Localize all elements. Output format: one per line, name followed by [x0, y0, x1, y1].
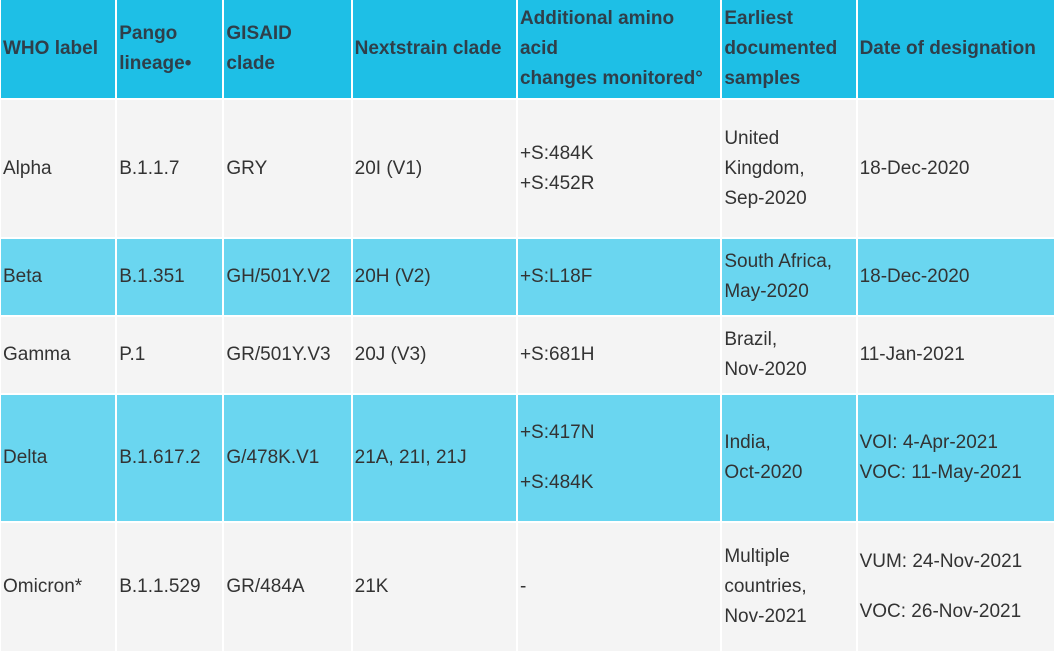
- gisaid-cell: GR/484A: [224, 523, 351, 651]
- table-row-alpha: Alpha B.1.1.7 GRY 20I (V1) +S:484K +S:45…: [1, 100, 1054, 237]
- header-nextstrain-clade: Nextstrain clade: [352, 0, 516, 98]
- header-who-label: WHO label: [1, 0, 116, 98]
- table-row-delta: Delta B.1.617.2 G/478K.V1 21A, 21I, 21J …: [1, 395, 1054, 521]
- amino-acid-cell: +S:484K +S:452R: [517, 100, 721, 237]
- nextstrain-cell: 21A, 21I, 21J: [352, 395, 516, 521]
- date-cell: 18-Dec-2020: [857, 239, 1054, 315]
- gisaid-cell: GRY: [224, 100, 351, 237]
- who-label-cell: Delta: [1, 395, 116, 521]
- date-cell: VUM: 24-Nov-2021 VOC: 26-Nov-2021: [857, 523, 1054, 651]
- table-row-omicron: Omicron* B.1.1.529 GR/484A 21K - Multipl…: [1, 523, 1054, 651]
- earliest-cell: India, Oct-2020: [722, 395, 856, 521]
- who-label-cell: Alpha: [1, 100, 116, 237]
- header-date-of-designation: Date of designation: [857, 0, 1054, 98]
- gisaid-cell: GH/501Y.V2: [224, 239, 351, 315]
- amino-acid-cell: -: [517, 523, 721, 651]
- who-label-cell: Beta: [1, 239, 116, 315]
- header-additional-amino-acid: Additional amino acid changes monitored°: [517, 0, 721, 98]
- header-gisaid-clade: GISAID clade: [224, 0, 351, 98]
- pango-cell: P.1: [117, 317, 223, 393]
- pango-cell: B.1.351: [117, 239, 223, 315]
- who-label-cell: Omicron*: [1, 523, 116, 651]
- earliest-cell: Multiple countries, Nov-2021: [722, 523, 856, 651]
- amino-acid-cell: +S:417N +S:484K: [517, 395, 721, 521]
- earliest-cell: Brazil, Nov-2020: [722, 317, 856, 393]
- earliest-cell: United Kingdom, Sep-2020: [722, 100, 856, 237]
- table-row-beta: Beta B.1.351 GH/501Y.V2 20H (V2) +S:L18F…: [1, 239, 1054, 315]
- pango-cell: B.1.1.7: [117, 100, 223, 237]
- earliest-cell: South Africa, May-2020: [722, 239, 856, 315]
- date-cell: 11-Jan-2021: [857, 317, 1054, 393]
- table-row-gamma: Gamma P.1 GR/501Y.V3 20J (V3) +S:681H Br…: [1, 317, 1054, 393]
- amino-acid-cell: +S:681H: [517, 317, 721, 393]
- nextstrain-cell: 21K: [352, 523, 516, 651]
- who-label-cell: Gamma: [1, 317, 116, 393]
- gisaid-cell: GR/501Y.V3: [224, 317, 351, 393]
- nextstrain-cell: 20J (V3): [352, 317, 516, 393]
- amino-acid-cell: +S:L18F: [517, 239, 721, 315]
- nextstrain-cell: 20I (V1): [352, 100, 516, 237]
- date-cell: 18-Dec-2020: [857, 100, 1054, 237]
- date-cell: VOI: 4-Apr-2021 VOC: 11-May-2021: [857, 395, 1054, 521]
- pango-cell: B.1.1.529: [117, 523, 223, 651]
- gisaid-cell: G/478K.V1: [224, 395, 351, 521]
- nextstrain-cell: 20H (V2): [352, 239, 516, 315]
- header-earliest-samples: Earliest documented samples: [722, 0, 856, 98]
- header-row: WHO label Pango lineage• GISAID clade Ne…: [1, 0, 1054, 98]
- header-pango-lineage: Pango lineage•: [117, 0, 223, 98]
- pango-cell: B.1.617.2: [117, 395, 223, 521]
